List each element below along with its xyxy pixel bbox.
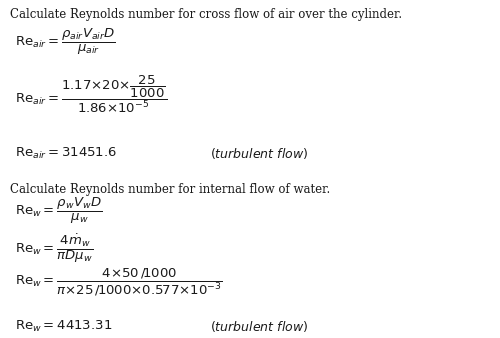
Text: $\mathregular{Re}_{\mathit{air}} = \dfrac{\rho_{\mathit{air}}V_{\mathit{air}}D}{: $\mathregular{Re}_{\mathit{air}} = \dfra… xyxy=(15,27,116,57)
Text: $\mathregular{Re}_{\mathit{w}} = \dfrac{\rho_{\mathit{w}}V_{\mathit{w}}D}{\mu_{\: $\mathregular{Re}_{\mathit{w}} = \dfrac{… xyxy=(15,196,102,226)
Text: Calculate Reynolds number for cross flow of air over the cylinder.: Calculate Reynolds number for cross flow… xyxy=(10,8,402,21)
Text: $(\mathit{turbulent\ flow})$: $(\mathit{turbulent\ flow})$ xyxy=(210,319,308,334)
Text: $\mathregular{Re}_{\mathit{w}} = 4413.31$: $\mathregular{Re}_{\mathit{w}} = 4413.31… xyxy=(15,319,112,334)
Text: $\mathregular{Re}_{\mathit{w}} = \dfrac{4{\times}50\,/\!1000}{\pi{\times}25\,/\!: $\mathregular{Re}_{\mathit{w}} = \dfrac{… xyxy=(15,267,223,298)
Text: Calculate Reynolds number for internal flow of water.: Calculate Reynolds number for internal f… xyxy=(10,183,330,195)
Text: $\mathregular{Re}_{\mathit{air}} = 31451.6$: $\mathregular{Re}_{\mathit{air}} = 31451… xyxy=(15,146,117,161)
Text: $\mathregular{Re}_{\mathit{w}} = \dfrac{4\dot{m}_{\mathit{w}}}{\pi D\mu_{\mathit: $\mathregular{Re}_{\mathit{w}} = \dfrac{… xyxy=(15,232,93,265)
Text: $(\mathit{turbulent\ flow})$: $(\mathit{turbulent\ flow})$ xyxy=(210,146,308,161)
Text: $\mathregular{Re}_{\mathit{air}} = \dfrac{1.17{\times}20{\times}\dfrac{25}{1000}: $\mathregular{Re}_{\mathit{air}} = \dfra… xyxy=(15,74,167,115)
